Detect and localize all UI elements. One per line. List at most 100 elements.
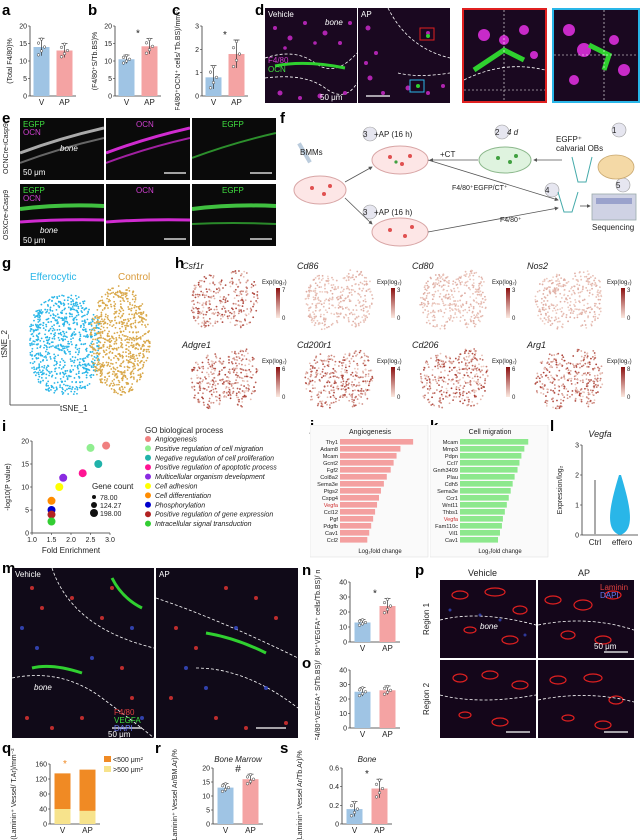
expression-point (581, 299, 584, 302)
expression-point (600, 295, 603, 298)
expression-point (363, 352, 366, 355)
expression-point (359, 376, 362, 378)
expression-point (562, 285, 565, 288)
expression-point (245, 358, 248, 361)
expression-point (557, 285, 560, 287)
expression-point (539, 310, 542, 313)
tsne-point (79, 364, 82, 367)
expression-point (221, 308, 224, 310)
tsne-point (49, 372, 51, 375)
expression-point (238, 400, 240, 403)
tsne-point (37, 321, 40, 323)
expression-point (587, 277, 589, 280)
expression-point (538, 289, 541, 292)
expression-point (462, 390, 465, 393)
expression-point (333, 313, 336, 316)
expression-point (594, 281, 597, 284)
expression-point (348, 291, 351, 294)
expression-point (200, 285, 202, 287)
expression-point (452, 399, 454, 402)
expression-point (596, 377, 599, 380)
micrograph-m-vehicle: Vehicle bone F4/80 VEGFA DAPI 50 μm (12, 568, 154, 738)
bar-Sema3e (460, 488, 511, 494)
tsne-point (61, 319, 64, 322)
expression-point (332, 278, 335, 281)
expression-point (330, 385, 332, 387)
tsne-point (99, 362, 101, 365)
expression-point (353, 399, 355, 402)
tsne-point (84, 321, 87, 324)
expression-point (598, 279, 600, 282)
expression-point (311, 379, 314, 382)
tsne-point (123, 366, 126, 368)
data-point (231, 46, 236, 50)
expression-point (535, 303, 538, 306)
expression-point (352, 389, 354, 392)
expression-point (440, 286, 443, 288)
expression-point (240, 377, 243, 379)
expression-point (340, 381, 343, 384)
expression-point (454, 300, 457, 302)
expression-point (241, 298, 243, 301)
expression-point (215, 305, 218, 308)
legend-dot (145, 483, 151, 489)
expression-point (205, 301, 208, 303)
tsne-point (135, 354, 138, 357)
expression-point (355, 276, 358, 278)
tsne-point (40, 354, 43, 357)
data-point (147, 48, 152, 52)
tsne-point (109, 293, 112, 295)
expression-point (208, 397, 211, 400)
expression-point (352, 375, 355, 378)
expression-point (473, 355, 476, 357)
tsne-point (67, 345, 70, 348)
expression-point (455, 396, 458, 398)
expression-point (553, 391, 556, 394)
expression-point (440, 376, 443, 379)
expression-point (545, 304, 547, 307)
expression-point (594, 384, 597, 386)
expression-point (429, 382, 432, 385)
expression-point (576, 348, 579, 351)
tsne-point (40, 311, 43, 314)
expression-point (314, 298, 317, 301)
expression-point (214, 361, 217, 364)
expression-point (360, 271, 362, 274)
expression-point (427, 319, 430, 322)
tsne-point (96, 344, 99, 347)
tsne-point (119, 316, 122, 319)
expression-point (536, 391, 539, 394)
expression-point (346, 371, 348, 374)
expression-point (586, 383, 588, 385)
expression-point (205, 389, 208, 391)
expression-point (593, 385, 596, 388)
expression-point (212, 372, 215, 375)
tsne-point (94, 315, 97, 318)
expression-point (432, 392, 434, 395)
expression-point (319, 373, 322, 375)
panel-label-g: g (2, 255, 12, 272)
tsne-point (42, 359, 44, 362)
expression-point (552, 289, 555, 291)
expression-point (354, 290, 356, 293)
y-tick-label: 0 (23, 94, 27, 101)
expression-point (445, 387, 448, 390)
expression-point (574, 397, 577, 400)
tsne-point (115, 338, 118, 341)
expression-point (327, 360, 330, 363)
gene-label: Thy1 (326, 440, 338, 446)
expression-point (329, 376, 332, 379)
tsne-point (106, 339, 109, 342)
tsne-point (99, 328, 102, 331)
tsne-point (113, 378, 116, 381)
expression-point (438, 404, 440, 407)
f-ct-label: +CT (440, 150, 456, 159)
tsne-point (90, 321, 92, 324)
expression-point (367, 356, 370, 358)
expression-point (351, 385, 354, 388)
tsne-point (29, 342, 31, 345)
expression-point (555, 275, 558, 278)
tsne-point (141, 303, 144, 305)
tsne-point (114, 326, 117, 329)
expression-point (441, 386, 444, 388)
